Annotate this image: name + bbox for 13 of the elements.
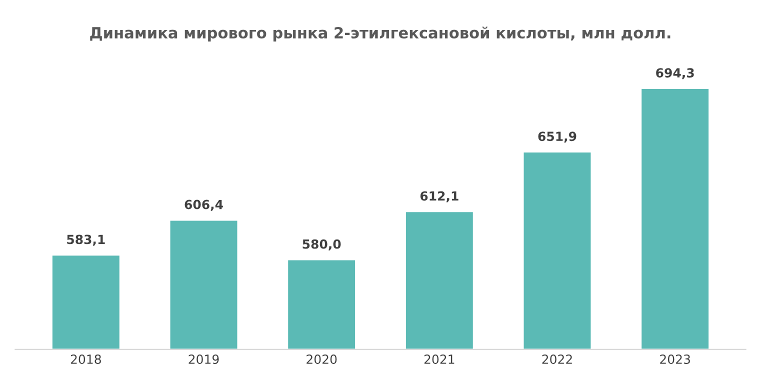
x-tick-label: 2020	[306, 354, 337, 364]
data-label: 583,1	[67, 234, 105, 246]
chart-title: Динамика мирового рынка 2-этилгексановой кислоты, млн долл.	[90, 26, 670, 42]
x-tick-label: 2018	[70, 354, 101, 364]
x-tick-label: 2022	[542, 354, 572, 364]
data-label: 694,3	[656, 68, 694, 80]
data-label: 580,0	[302, 239, 341, 250]
data-label: 651,9	[538, 132, 576, 143]
data-label: 612,1	[420, 191, 458, 202]
x-tick-label: 2021	[424, 354, 454, 364]
x-tick-label: 2023	[660, 354, 690, 364]
x-tick-label: 2019	[188, 354, 219, 364]
data-label: 606,4	[184, 200, 223, 211]
